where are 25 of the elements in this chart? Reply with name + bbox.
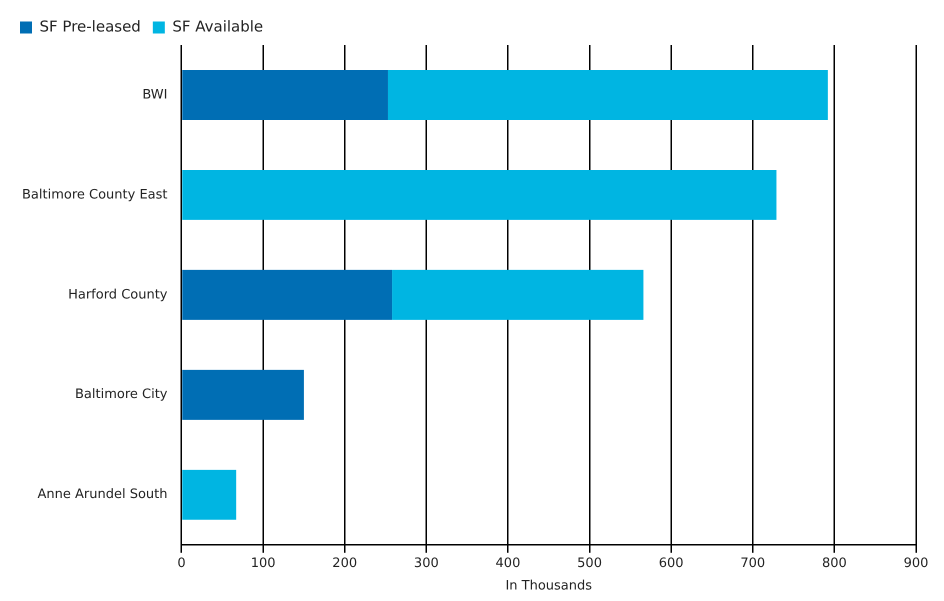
x-tick-label: 600 — [658, 556, 684, 571]
bar — [392, 270, 644, 320]
bar — [182, 370, 304, 420]
x-tick-label: 0 — [177, 556, 186, 571]
bar — [182, 170, 776, 220]
x-tick-label: 500 — [577, 556, 602, 571]
bar — [182, 70, 388, 120]
y-tick-label: Baltimore County East — [22, 187, 168, 202]
x-tick-label: 800 — [822, 556, 847, 571]
y-tick-label: Anne Arundel South — [37, 487, 168, 502]
y-tick-label: Baltimore City — [74, 387, 168, 402]
x-tick-label: 200 — [332, 556, 358, 571]
bar — [388, 70, 828, 120]
legend-label: SF Pre-leased — [40, 17, 141, 36]
y-tick-label: Harford County — [68, 287, 168, 302]
legend-label: SF Available — [172, 17, 264, 36]
bar — [182, 470, 236, 520]
x-axis-title: In Thousands — [505, 578, 592, 594]
bar — [182, 270, 392, 320]
x-tick-label: 100 — [250, 556, 276, 571]
x-tick-label: 700 — [740, 556, 766, 571]
y-tick-label: BWI — [142, 87, 168, 102]
x-tick-label: 900 — [904, 556, 928, 571]
x-tick-label: 400 — [496, 556, 520, 571]
x-tick-label: 300 — [414, 556, 439, 571]
